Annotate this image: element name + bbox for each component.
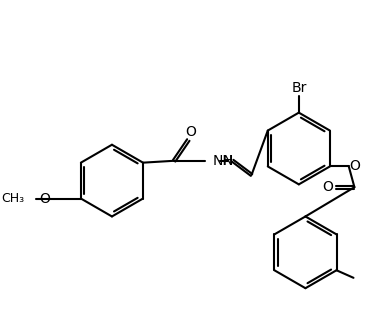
Text: N: N — [223, 154, 233, 168]
Text: O: O — [349, 160, 360, 173]
Text: O: O — [322, 180, 333, 194]
Text: NH: NH — [213, 154, 234, 168]
Text: CH₃: CH₃ — [1, 192, 24, 205]
Text: O: O — [40, 192, 50, 206]
Text: O: O — [186, 126, 197, 139]
Text: Br: Br — [291, 81, 307, 95]
